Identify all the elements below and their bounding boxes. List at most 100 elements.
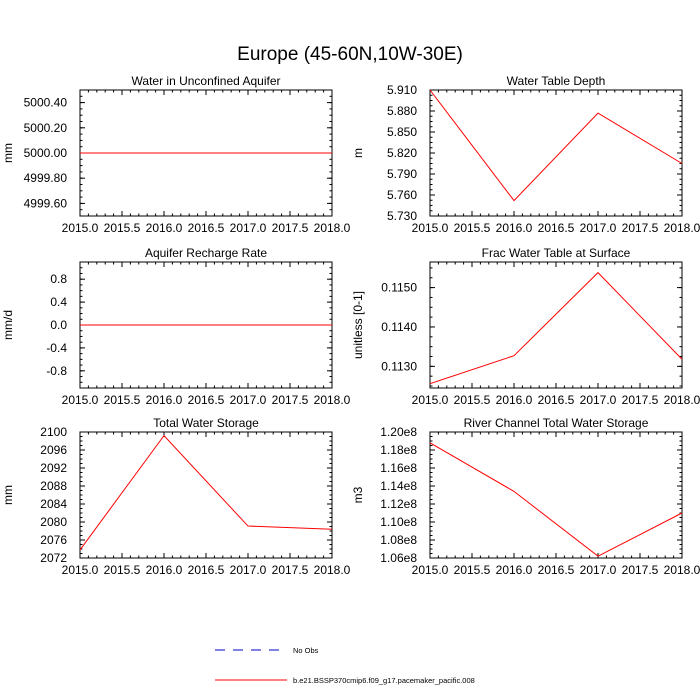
x-tick-label: 2018.0 bbox=[664, 393, 700, 407]
x-tick-label: 2017.5 bbox=[272, 393, 309, 407]
y-tick-label: 0.1150 bbox=[381, 281, 417, 295]
chart-panel-4: Frac Water Table at Surface unitless [0-1… bbox=[351, 246, 700, 407]
y-tick-label: 2100 bbox=[40, 425, 67, 439]
y-tick-label: 0.4 bbox=[50, 295, 67, 309]
x-tick-label: 2015.5 bbox=[454, 563, 491, 577]
series-line bbox=[79, 434, 333, 551]
y-tick-label: 0.8 bbox=[50, 272, 67, 286]
plot-frame bbox=[429, 89, 683, 217]
y-tick-label: 2096 bbox=[40, 443, 67, 457]
chart-panel-3: Aquifer Recharge Rate mm/d 2015.0 2015.5 201… bbox=[1, 246, 351, 407]
x-tick-label: 2017.5 bbox=[622, 393, 659, 407]
chart-title: Water in Unconfined Aquifer bbox=[132, 74, 281, 88]
y-tick-label: 5000.20 bbox=[24, 121, 68, 135]
y-tick-label: 2072 bbox=[40, 551, 67, 565]
x-tick-label: 2016.5 bbox=[188, 221, 225, 235]
y-axis-label: mm bbox=[1, 485, 15, 505]
x-tick-label: 2016.5 bbox=[188, 563, 225, 577]
x-tick-label: 2016.0 bbox=[496, 221, 533, 235]
x-tick-label: 2018.0 bbox=[314, 563, 351, 577]
x-tick-label: 2018.0 bbox=[664, 221, 700, 235]
x-tick-label: 2017.5 bbox=[272, 563, 309, 577]
y-tick-label: -0.4 bbox=[46, 341, 67, 355]
y-tick-label: 0.0 bbox=[50, 318, 67, 332]
x-tick-label: 2015.5 bbox=[454, 221, 491, 235]
series-line bbox=[429, 89, 683, 202]
y-tick-label: 5.760 bbox=[387, 188, 417, 202]
y-tick-label: 2092 bbox=[40, 461, 67, 475]
y-tick-label: -0.8 bbox=[46, 364, 67, 378]
panels: Water in Unconfined Aquifer mm 2015.0 2015.… bbox=[1, 74, 700, 577]
y-axis-label: mm bbox=[1, 143, 15, 163]
y-tick-label: 5.820 bbox=[387, 146, 417, 160]
x-tick-label: 2016.0 bbox=[496, 393, 533, 407]
x-tick-label: 2018.0 bbox=[314, 393, 351, 407]
x-tick-label: 2015.0 bbox=[62, 393, 99, 407]
x-tick-label: 2015.0 bbox=[412, 393, 449, 407]
x-tick-label: 2018.0 bbox=[314, 221, 351, 235]
y-tick-label: 2080 bbox=[40, 515, 67, 529]
chart-title: River Channel Total Water Storage bbox=[464, 416, 649, 430]
x-tick-label: 2016.0 bbox=[146, 563, 183, 577]
y-tick-label: 1.14e8 bbox=[380, 479, 417, 493]
y-tick-label: 5000.40 bbox=[24, 96, 68, 110]
x-tick-label: 2017.0 bbox=[580, 563, 617, 577]
y-tick-label: 1.20e8 bbox=[380, 425, 417, 439]
y-axis-label: m3 bbox=[351, 486, 365, 503]
x-tick-label: 2017.5 bbox=[272, 221, 309, 235]
x-tick-label: 2017.0 bbox=[230, 563, 267, 577]
plot-frame bbox=[429, 261, 683, 389]
plot-frame bbox=[429, 431, 683, 559]
x-tick-label: 2017.0 bbox=[580, 221, 617, 235]
y-tick-label: 0.1140 bbox=[381, 320, 417, 334]
x-tick-label: 2017.0 bbox=[230, 393, 267, 407]
y-tick-label: 5.910 bbox=[387, 83, 417, 97]
chart-title: Total Water Storage bbox=[153, 416, 259, 430]
series-line bbox=[429, 442, 683, 557]
x-tick-label: 2016.0 bbox=[146, 221, 183, 235]
y-tick-label: 1.16e8 bbox=[380, 461, 417, 475]
chart-panel-2: Water Table Depth m 2015.0 2015.5 2016.0 2016… bbox=[351, 74, 700, 235]
x-tick-label: 2017.0 bbox=[580, 393, 617, 407]
y-tick-label: 5.850 bbox=[387, 125, 417, 139]
chart-title: Aquifer Recharge Rate bbox=[145, 246, 267, 260]
x-tick-label: 2017.0 bbox=[230, 221, 267, 235]
y-axis-label: mm/d bbox=[1, 310, 15, 340]
y-tick-label: 4999.60 bbox=[24, 196, 68, 210]
x-tick-label: 2016.0 bbox=[496, 563, 533, 577]
y-axis-label: m bbox=[351, 148, 365, 158]
x-tick-label: 2016.5 bbox=[538, 393, 575, 407]
series-line bbox=[429, 271, 683, 385]
y-tick-label: 5.880 bbox=[387, 104, 417, 118]
x-tick-label: 2015.5 bbox=[104, 563, 141, 577]
x-tick-label: 2017.5 bbox=[622, 221, 659, 235]
y-tick-label: 1.12e8 bbox=[380, 497, 417, 511]
x-tick-label: 2016.5 bbox=[538, 221, 575, 235]
y-tick-label: 4999.80 bbox=[24, 171, 68, 185]
y-axis-label: unitless [0-1] bbox=[351, 291, 365, 359]
y-tick-label: 2084 bbox=[40, 497, 67, 511]
y-tick-label: 0.1130 bbox=[381, 359, 417, 373]
y-tick-label: 2088 bbox=[40, 479, 67, 493]
chart-panel-5: Total Water Storage mm 2015.0 2015.5 2016.0 2… bbox=[1, 416, 351, 577]
y-tick-label: 1.18e8 bbox=[380, 443, 417, 457]
legend-obs-label: No Obs bbox=[293, 646, 319, 655]
y-tick-label: 5.790 bbox=[387, 167, 417, 181]
y-tick-label: 5000.00 bbox=[24, 146, 68, 160]
y-tick-label: 1.06e8 bbox=[380, 551, 417, 565]
y-tick-label: 1.08e8 bbox=[380, 533, 417, 547]
legend: No Obs b.e21.BSSP370cmip6.f09_g17.pacema… bbox=[215, 646, 475, 685]
legend-model-label: b.e21.BSSP370cmip6.f09_g17.pacemaker_pac… bbox=[293, 676, 475, 685]
x-tick-label: 2015.5 bbox=[104, 393, 141, 407]
x-tick-label: 2015.5 bbox=[104, 221, 141, 235]
x-tick-label: 2015.0 bbox=[412, 221, 449, 235]
x-tick-label: 2016.0 bbox=[146, 393, 183, 407]
y-tick-label: 1.10e8 bbox=[380, 515, 417, 529]
x-tick-label: 2015.0 bbox=[62, 563, 99, 577]
x-tick-label: 2017.5 bbox=[622, 563, 659, 577]
y-tick-label: 2076 bbox=[40, 533, 67, 547]
chart-panel-1: Water in Unconfined Aquifer mm 2015.0 2015.… bbox=[1, 74, 351, 235]
chart-title: Water Table Depth bbox=[507, 74, 606, 88]
chart-panel-6: River Channel Total Water Storage m3 2015.… bbox=[351, 416, 700, 577]
